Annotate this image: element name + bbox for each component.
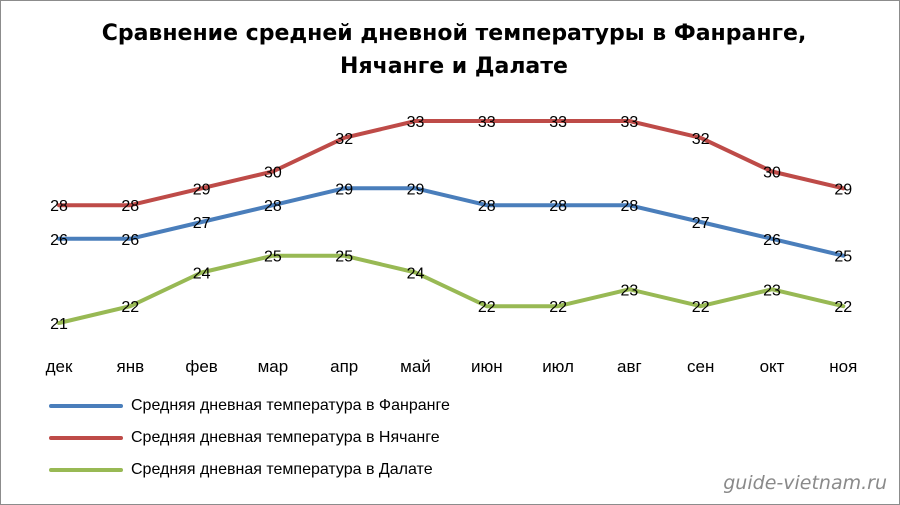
- data-label: 33: [621, 114, 639, 131]
- x-tick-label: июл: [542, 357, 574, 376]
- x-tick-label: авг: [617, 357, 642, 376]
- data-label: 27: [193, 215, 211, 232]
- series-line-2: [57, 253, 846, 325]
- data-label: 30: [763, 165, 781, 182]
- data-label: 26: [50, 232, 68, 249]
- x-tick-label: окт: [760, 357, 785, 376]
- x-tick-label: фев: [185, 357, 217, 376]
- data-label: 28: [478, 198, 496, 215]
- watermark: guide-vietnam.ru: [723, 472, 887, 494]
- data-label: 22: [549, 299, 567, 316]
- data-label: 33: [478, 114, 496, 131]
- legend-swatch: [49, 436, 123, 440]
- data-label: 28: [50, 198, 68, 215]
- x-tick-label: мар: [258, 357, 289, 376]
- data-label: 28: [121, 198, 139, 215]
- data-label: 23: [763, 282, 781, 299]
- chart-legend: Средняя дневная температура в Фанранге Ср…: [49, 390, 450, 486]
- data-label: 25: [264, 249, 282, 266]
- legend-swatch: [49, 404, 123, 408]
- data-label: 33: [407, 114, 425, 131]
- legend-label: Средняя дневная температура в Нячанге: [131, 429, 440, 446]
- data-label: 21: [50, 316, 68, 333]
- data-label: 29: [407, 181, 425, 198]
- data-label: 33: [549, 114, 567, 131]
- x-tick-label: апр: [330, 357, 358, 376]
- legend-item: Средняя дневная температура в Фанранге: [49, 390, 450, 422]
- data-label: 26: [763, 232, 781, 249]
- data-label: 29: [193, 181, 211, 198]
- legend-label: Средняя дневная температура в Фанранге: [131, 397, 450, 414]
- chart-title-line-2: Нячанге и Далате: [340, 54, 568, 79]
- data-label: 22: [121, 299, 139, 316]
- data-label: 23: [621, 282, 639, 299]
- x-tick-label: сен: [687, 357, 714, 376]
- data-label: 32: [692, 131, 710, 148]
- x-tick-label: янв: [116, 357, 144, 376]
- series-line-0: [57, 186, 846, 258]
- data-label: 22: [692, 299, 710, 316]
- data-label: 22: [478, 299, 496, 316]
- data-label: 25: [335, 249, 353, 266]
- data-label: 28: [264, 198, 282, 215]
- data-label: 24: [407, 266, 425, 283]
- series-line-1: [57, 119, 846, 208]
- data-label: 30: [264, 165, 282, 182]
- data-label: 26: [121, 232, 139, 249]
- data-label: 28: [621, 198, 639, 215]
- legend-swatch: [49, 468, 123, 472]
- x-tick-label: дек: [46, 357, 73, 376]
- legend-item: Средняя дневная температура в Нячанге: [49, 422, 450, 454]
- data-label: 32: [335, 131, 353, 148]
- data-label: 29: [834, 181, 852, 198]
- data-label: 24: [193, 266, 211, 283]
- legend-label: Средняя дневная температура в Далате: [131, 461, 433, 478]
- data-label: 27: [692, 215, 710, 232]
- x-tick-label: июн: [471, 357, 503, 376]
- data-label: 29: [335, 181, 353, 198]
- legend-item: Средняя дневная температура в Далате: [49, 454, 450, 486]
- data-label: 28: [549, 198, 567, 215]
- chart-title-line-1: Сравнение средней дневной температуры в …: [101, 21, 807, 46]
- x-tick-label: май: [400, 357, 431, 376]
- data-label: 25: [834, 249, 852, 266]
- data-label: 22: [834, 299, 852, 316]
- x-tick-label: ноя: [829, 357, 857, 376]
- chart-title: Сравнение средней дневной температуры в …: [1, 17, 900, 83]
